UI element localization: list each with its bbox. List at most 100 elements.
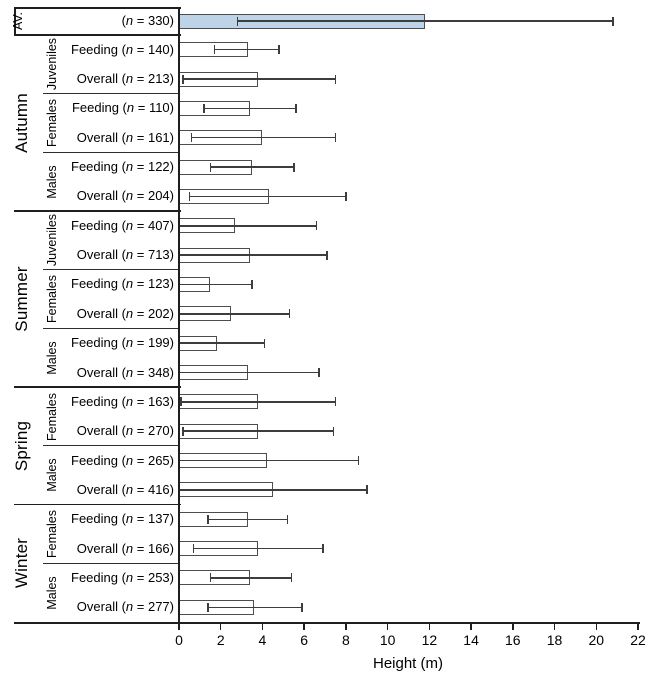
error-bar-cap-left xyxy=(213,45,216,55)
error-bar-cap-right xyxy=(251,279,253,289)
error-bar-cap-right xyxy=(612,16,614,26)
x-tick-label: 6 xyxy=(300,632,309,648)
n-symbol: n xyxy=(125,364,134,380)
bar-label: Overall (n = 213) xyxy=(76,71,174,87)
error-bar-line xyxy=(179,371,319,374)
x-tick-label: 12 xyxy=(421,632,438,648)
x-tick-label: 14 xyxy=(463,632,479,648)
error-bar-line xyxy=(193,547,323,550)
subgroup-label-males: Males xyxy=(45,575,59,610)
error-bar-cap-left xyxy=(209,573,212,583)
bar-label: Feeding (n = 123) xyxy=(71,276,174,292)
error-bar-cap-right xyxy=(366,485,368,495)
error-bar-cap-right xyxy=(315,221,318,231)
season-divider xyxy=(14,34,181,36)
error-bar-line xyxy=(179,489,367,491)
bar-label: Feeding (n = 199) xyxy=(71,335,174,351)
error-bar-cap-left xyxy=(182,426,184,436)
bar-label: Feeding (n = 140) xyxy=(71,41,174,57)
x-tick-label: 10 xyxy=(379,632,396,648)
x-tick xyxy=(553,622,556,630)
bar-label: Feeding (n = 253) xyxy=(71,569,174,585)
n-symbol: n xyxy=(125,276,134,292)
x-tick xyxy=(428,622,431,630)
x-tick xyxy=(345,622,347,630)
average-bar-label: (n = 330) xyxy=(121,13,174,28)
error-bar-line xyxy=(204,107,296,110)
error-bar-line xyxy=(208,518,288,521)
error-bar-cap-right xyxy=(263,338,266,348)
n-symbol: n xyxy=(126,100,135,116)
x-tick-label: 20 xyxy=(588,632,605,648)
n-symbol: n xyxy=(125,217,134,233)
n-symbol: n xyxy=(125,188,134,204)
x-tick-label: 18 xyxy=(546,632,563,648)
error-bar-line xyxy=(179,254,328,256)
bar-label: Overall (n = 166) xyxy=(76,540,174,556)
error-bar-line xyxy=(208,606,303,609)
error-bar-cap-right xyxy=(318,368,320,378)
error-bar-cap-left xyxy=(180,397,182,407)
x-axis-title: Height (m) xyxy=(372,655,443,672)
bar-label: Overall (n = 416) xyxy=(76,481,174,497)
season-divider xyxy=(14,210,181,212)
bar-label: Overall (n = 204) xyxy=(76,188,174,204)
x-tick-label: 0 xyxy=(175,632,183,648)
error-bar-line xyxy=(210,166,294,168)
x-tick xyxy=(386,622,389,630)
bar-label: Feeding (n = 110) xyxy=(71,100,174,116)
error-bar-cap-left xyxy=(207,602,209,612)
error-bar-line xyxy=(179,342,265,344)
error-bar-cap-right xyxy=(293,162,295,172)
error-bar-line xyxy=(179,283,253,286)
n-symbol: n xyxy=(125,71,134,87)
error-bar-line xyxy=(183,78,336,80)
x-tick-label: 2 xyxy=(216,632,225,648)
error-bar-cap-right xyxy=(334,133,337,143)
error-bar-cap-right xyxy=(326,250,328,260)
n-symbol: n xyxy=(125,13,134,28)
subgroup-divider xyxy=(43,151,179,153)
n-symbol: n xyxy=(125,423,134,439)
n-symbol: n xyxy=(125,247,134,263)
error-bar-cap-left xyxy=(203,103,205,113)
n-symbol: n xyxy=(125,159,134,175)
bar-label: Overall (n = 277) xyxy=(76,599,174,615)
error-bar-cap-right xyxy=(334,397,337,407)
error-bar-cap-right xyxy=(278,45,280,55)
error-bar-cap-left xyxy=(192,544,195,554)
subgroup-divider xyxy=(43,269,179,271)
bar-label: Overall (n = 161) xyxy=(76,129,174,145)
x-tick xyxy=(470,622,472,630)
error-bar-cap-right xyxy=(322,544,324,554)
bar-label: Feeding (n = 122) xyxy=(71,159,174,175)
season-divider xyxy=(14,386,181,388)
error-bar-cap-right xyxy=(332,426,335,436)
x-tick-label: 16 xyxy=(505,632,521,648)
x-tick xyxy=(512,622,514,630)
season-divider xyxy=(14,503,181,506)
average-box-top xyxy=(14,7,181,9)
n-symbol: n xyxy=(125,41,134,57)
bar-label: Overall (n = 202) xyxy=(76,305,174,321)
x-tick-label: 8 xyxy=(342,632,350,648)
error-bar-line xyxy=(181,401,336,403)
error-bar-cap-right xyxy=(290,573,293,583)
bar-label: Feeding (n = 407) xyxy=(71,217,174,233)
n-symbol: n xyxy=(125,569,134,585)
error-bar-cap-left xyxy=(207,514,209,524)
bar-label: Overall (n = 270) xyxy=(76,423,174,439)
subgroup-divider xyxy=(43,562,179,564)
error-bar-cap-right xyxy=(334,74,337,84)
x-tick xyxy=(261,622,264,630)
bar-label: Overall (n = 713) xyxy=(76,247,174,263)
x-tick xyxy=(178,622,180,630)
n-symbol: n xyxy=(125,305,134,321)
x-tick-label: 4 xyxy=(258,632,267,648)
error-bar-cap-left xyxy=(190,133,193,143)
error-bar-line xyxy=(210,577,292,579)
error-bar-cap-right xyxy=(295,103,297,113)
n-symbol: n xyxy=(125,599,134,615)
n-symbol: n xyxy=(125,481,134,497)
